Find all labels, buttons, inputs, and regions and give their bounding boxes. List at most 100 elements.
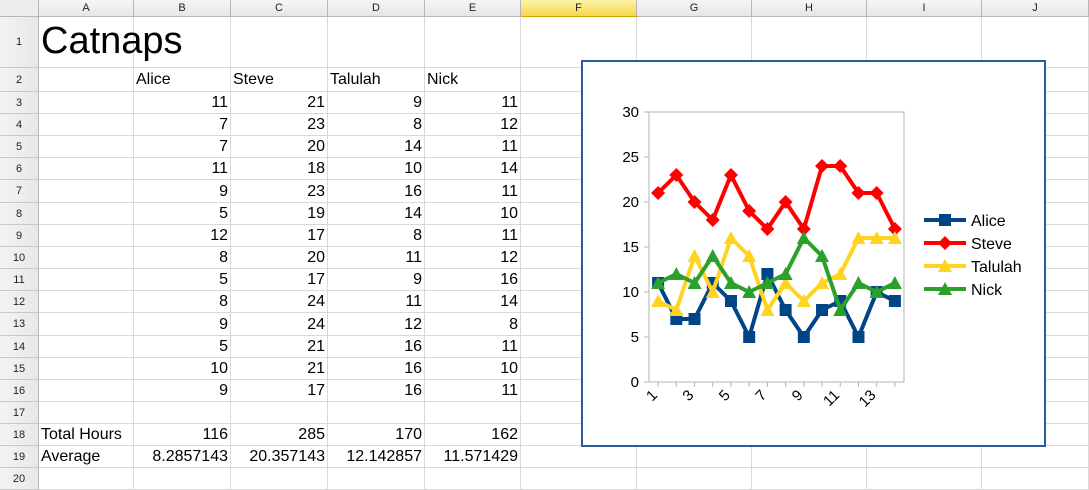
data-cell[interactable]: 11 bbox=[425, 336, 521, 358]
data-cell[interactable]: 8 bbox=[425, 313, 521, 336]
average-cell[interactable]: 8.2857143 bbox=[134, 446, 231, 468]
data-cell[interactable]: 20 bbox=[231, 136, 328, 158]
cell-a11[interactable] bbox=[39, 269, 134, 291]
header-alice[interactable]: Alice bbox=[134, 68, 231, 92]
row-header-14[interactable]: 14 bbox=[0, 336, 39, 358]
data-cell[interactable]: 11 bbox=[328, 247, 425, 269]
cell-a15[interactable] bbox=[39, 358, 134, 380]
cell-a7[interactable] bbox=[39, 180, 134, 203]
data-cell[interactable]: 10 bbox=[328, 158, 425, 180]
data-cell[interactable]: 16 bbox=[328, 336, 425, 358]
cell-d20[interactable] bbox=[328, 468, 425, 490]
cell-a12[interactable] bbox=[39, 291, 134, 313]
cell-a13[interactable] bbox=[39, 313, 134, 336]
cell-h19[interactable] bbox=[752, 446, 867, 468]
data-cell[interactable]: 17 bbox=[231, 225, 328, 247]
cell-a4[interactable] bbox=[39, 114, 134, 136]
total-cell[interactable]: 116 bbox=[134, 424, 231, 446]
data-cell[interactable]: 11 bbox=[328, 291, 425, 313]
cell-a20[interactable] bbox=[39, 468, 134, 490]
data-cell[interactable]: 21 bbox=[231, 336, 328, 358]
cell-j19[interactable] bbox=[982, 446, 1089, 468]
row-header-12[interactable]: 12 bbox=[0, 291, 39, 313]
cell-j20[interactable] bbox=[982, 468, 1089, 490]
data-cell[interactable]: 10 bbox=[425, 203, 521, 225]
cell-e17[interactable] bbox=[425, 402, 521, 424]
column-header-h[interactable]: H bbox=[752, 0, 867, 17]
row-header-15[interactable]: 15 bbox=[0, 358, 39, 380]
data-cell[interactable]: 8 bbox=[134, 291, 231, 313]
total-cell[interactable]: 285 bbox=[231, 424, 328, 446]
column-header-a[interactable]: A bbox=[39, 0, 134, 17]
total-cell[interactable]: 162 bbox=[425, 424, 521, 446]
data-cell[interactable]: 16 bbox=[328, 358, 425, 380]
data-cell[interactable]: 10 bbox=[425, 358, 521, 380]
column-header-j[interactable]: J bbox=[982, 0, 1089, 17]
cell-f20[interactable] bbox=[521, 468, 637, 490]
cell-a10[interactable] bbox=[39, 247, 134, 269]
average-cell[interactable]: 12.142857 bbox=[328, 446, 425, 468]
data-cell[interactable]: 14 bbox=[328, 203, 425, 225]
row-header-20[interactable]: 20 bbox=[0, 468, 39, 490]
data-cell[interactable]: 17 bbox=[231, 269, 328, 291]
data-cell[interactable]: 12 bbox=[134, 225, 231, 247]
cell-h20[interactable] bbox=[752, 468, 867, 490]
row-header-19[interactable]: 19 bbox=[0, 446, 39, 468]
data-cell[interactable]: 9 bbox=[134, 180, 231, 203]
row-header-6[interactable]: 6 bbox=[0, 158, 39, 180]
data-cell[interactable]: 23 bbox=[231, 180, 328, 203]
cell-a17[interactable] bbox=[39, 402, 134, 424]
data-cell[interactable]: 16 bbox=[328, 380, 425, 402]
cell-b17[interactable] bbox=[134, 402, 231, 424]
column-header-d[interactable]: D bbox=[328, 0, 425, 17]
row-header-2[interactable]: 2 bbox=[0, 68, 39, 92]
row-header-4[interactable]: 4 bbox=[0, 114, 39, 136]
data-cell[interactable]: 14 bbox=[425, 291, 521, 313]
data-cell[interactable]: 11 bbox=[134, 92, 231, 114]
cell-g19[interactable] bbox=[637, 446, 752, 468]
data-cell[interactable]: 21 bbox=[231, 358, 328, 380]
data-cell[interactable]: 14 bbox=[328, 136, 425, 158]
cell-a14[interactable] bbox=[39, 336, 134, 358]
data-cell[interactable]: 12 bbox=[425, 114, 521, 136]
cell-b20[interactable] bbox=[134, 468, 231, 490]
cell-i20[interactable] bbox=[867, 468, 982, 490]
row-header-7[interactable]: 7 bbox=[0, 180, 39, 203]
average-cell[interactable]: 11.571429 bbox=[425, 446, 521, 468]
cell-f1[interactable] bbox=[521, 17, 637, 68]
data-cell[interactable]: 11 bbox=[134, 158, 231, 180]
cell-c20[interactable] bbox=[231, 468, 328, 490]
header-nick[interactable]: Nick bbox=[425, 68, 521, 92]
row-header-11[interactable]: 11 bbox=[0, 269, 39, 291]
total-cell[interactable]: 170 bbox=[328, 424, 425, 446]
column-header-f[interactable]: F bbox=[521, 0, 637, 17]
column-header-i[interactable]: I bbox=[867, 0, 982, 17]
cell-e1[interactable] bbox=[425, 17, 521, 68]
row-header-17[interactable]: 17 bbox=[0, 402, 39, 424]
chart[interactable]: 0 5 10 15 20 25 30 1 3 5 7 9 11 13 Alice Steve Talulah Ni… bbox=[581, 60, 1046, 447]
data-cell[interactable]: 12 bbox=[328, 313, 425, 336]
average-label[interactable]: Average bbox=[39, 446, 134, 468]
cell-a2[interactable] bbox=[39, 68, 134, 92]
cell-f19[interactable] bbox=[521, 446, 637, 468]
data-cell[interactable]: 9 bbox=[134, 313, 231, 336]
data-cell[interactable]: 8 bbox=[134, 247, 231, 269]
data-cell[interactable]: 11 bbox=[425, 380, 521, 402]
header-talulah[interactable]: Talulah bbox=[328, 68, 425, 92]
row-header-18[interactable]: 18 bbox=[0, 424, 39, 446]
data-cell[interactable]: 5 bbox=[134, 336, 231, 358]
data-cell[interactable]: 24 bbox=[231, 291, 328, 313]
cell-d17[interactable] bbox=[328, 402, 425, 424]
data-cell[interactable]: 21 bbox=[231, 92, 328, 114]
row-header-5[interactable]: 5 bbox=[0, 136, 39, 158]
data-cell[interactable]: 7 bbox=[134, 114, 231, 136]
cell-b1[interactable] bbox=[134, 17, 231, 68]
data-cell[interactable]: 5 bbox=[134, 203, 231, 225]
cell-c17[interactable] bbox=[231, 402, 328, 424]
cell-a3[interactable] bbox=[39, 92, 134, 114]
row-header-16[interactable]: 16 bbox=[0, 380, 39, 402]
row-header-3[interactable]: 3 bbox=[0, 92, 39, 114]
row-header-13[interactable]: 13 bbox=[0, 313, 39, 336]
data-cell[interactable]: 5 bbox=[134, 269, 231, 291]
data-cell[interactable]: 10 bbox=[134, 358, 231, 380]
